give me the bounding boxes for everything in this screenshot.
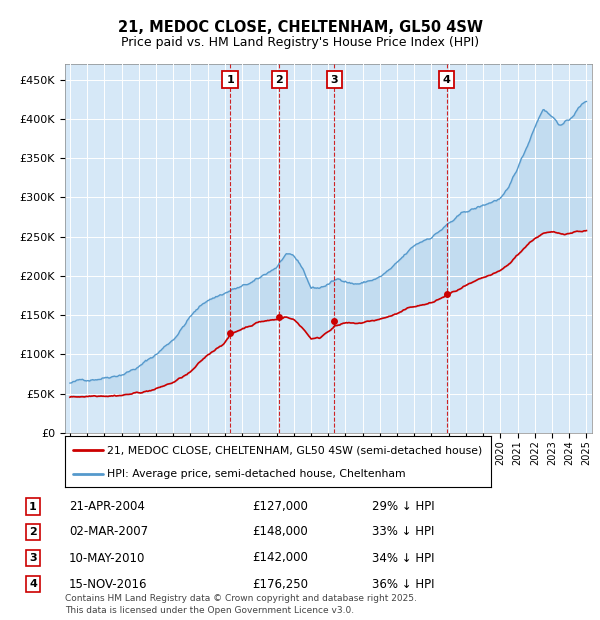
Text: £127,000: £127,000 (252, 500, 308, 513)
Text: £148,000: £148,000 (252, 526, 308, 538)
Text: 4: 4 (29, 579, 37, 589)
Text: 33% ↓ HPI: 33% ↓ HPI (372, 526, 434, 538)
Text: 21-APR-2004: 21-APR-2004 (69, 500, 145, 513)
Text: 4: 4 (443, 74, 451, 84)
Text: 10-MAY-2010: 10-MAY-2010 (69, 552, 145, 564)
Text: 2: 2 (275, 74, 283, 84)
Text: 3: 3 (29, 553, 37, 563)
Text: 2: 2 (29, 527, 37, 537)
Text: £176,250: £176,250 (252, 578, 308, 590)
Text: 21, MEDOC CLOSE, CHELTENHAM, GL50 4SW (semi-detached house): 21, MEDOC CLOSE, CHELTENHAM, GL50 4SW (s… (107, 445, 482, 455)
Text: 02-MAR-2007: 02-MAR-2007 (69, 526, 148, 538)
Text: 3: 3 (331, 74, 338, 84)
Text: 1: 1 (29, 502, 37, 512)
Text: HPI: Average price, semi-detached house, Cheltenham: HPI: Average price, semi-detached house,… (107, 469, 406, 479)
Text: 34% ↓ HPI: 34% ↓ HPI (372, 552, 434, 564)
Text: Price paid vs. HM Land Registry's House Price Index (HPI): Price paid vs. HM Land Registry's House … (121, 36, 479, 49)
Text: 29% ↓ HPI: 29% ↓ HPI (372, 500, 434, 513)
Text: £142,000: £142,000 (252, 552, 308, 564)
Text: 15-NOV-2016: 15-NOV-2016 (69, 578, 148, 590)
Text: 36% ↓ HPI: 36% ↓ HPI (372, 578, 434, 590)
Text: 1: 1 (226, 74, 234, 84)
Text: 21, MEDOC CLOSE, CHELTENHAM, GL50 4SW: 21, MEDOC CLOSE, CHELTENHAM, GL50 4SW (118, 20, 482, 35)
Text: Contains HM Land Registry data © Crown copyright and database right 2025.
This d: Contains HM Land Registry data © Crown c… (65, 594, 416, 615)
